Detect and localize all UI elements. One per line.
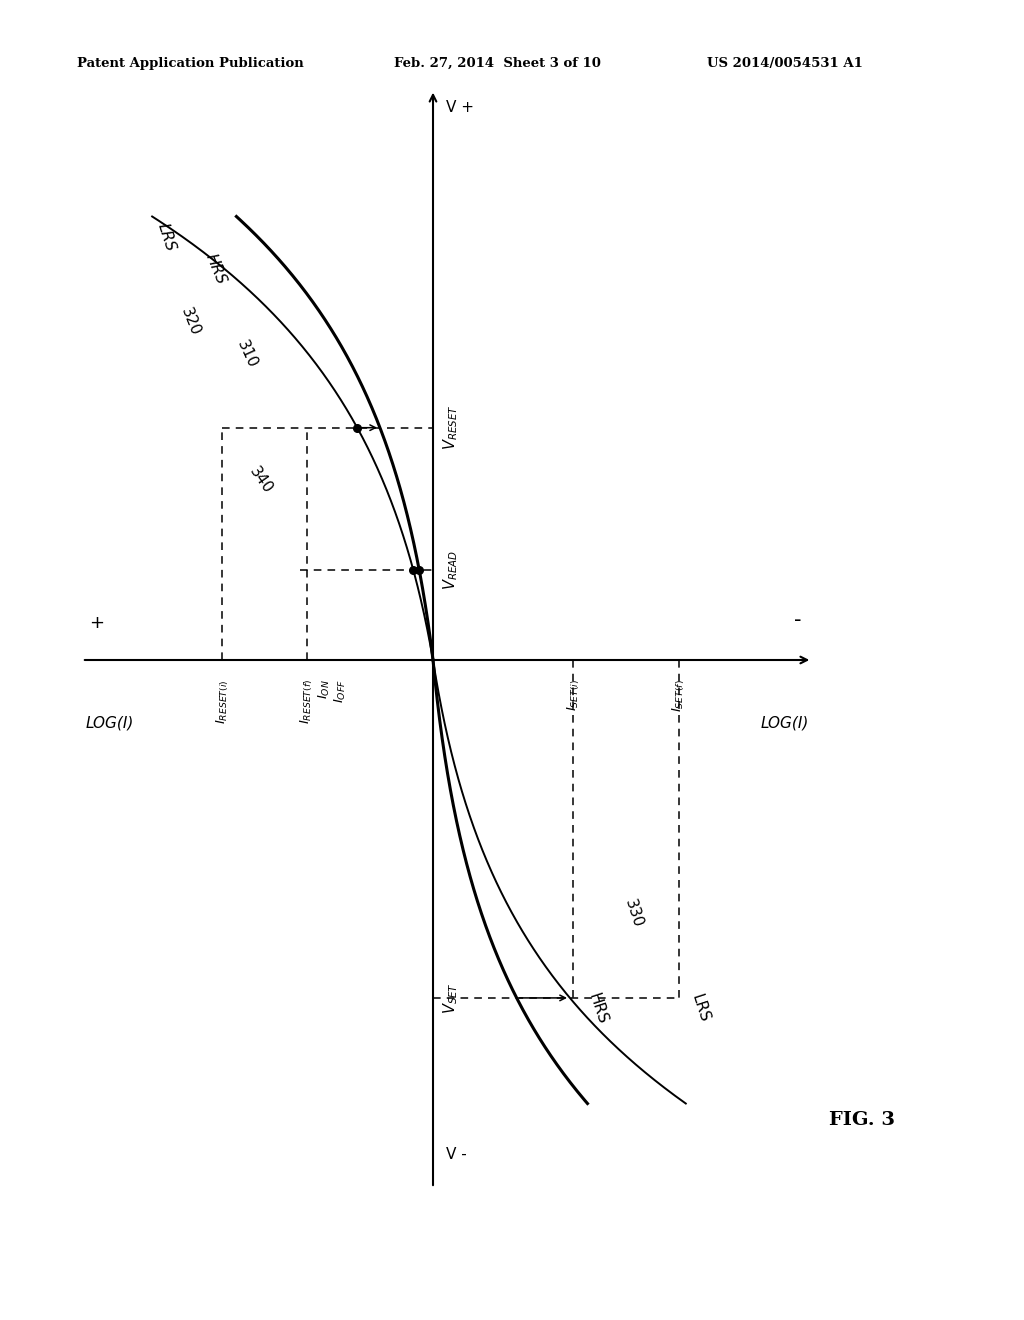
Text: V +: V + (445, 100, 474, 115)
Text: $I_{OFF}$: $I_{OFF}$ (333, 678, 348, 704)
Text: LRS: LRS (155, 222, 178, 253)
Text: $V_{RESET}$: $V_{RESET}$ (441, 405, 460, 450)
Text: $V_{SET}$: $V_{SET}$ (441, 982, 460, 1014)
Text: $I_{SET(f)}$: $I_{SET(f)}$ (671, 678, 687, 711)
Text: $I_{SET(i)}$: $I_{SET(i)}$ (565, 678, 582, 711)
Text: $I_{ON}$: $I_{ON}$ (316, 678, 332, 698)
Text: HRS: HRS (203, 252, 228, 286)
Text: +: + (89, 614, 104, 632)
Text: Patent Application Publication: Patent Application Publication (77, 57, 303, 70)
Text: -: - (795, 610, 802, 630)
Text: $I_{RESET(i)}$: $I_{RESET(i)}$ (214, 678, 230, 723)
Text: $I_{RESET(f)}$: $I_{RESET(f)}$ (298, 678, 314, 725)
Text: US 2014/0054531 A1: US 2014/0054531 A1 (707, 57, 862, 70)
Text: 320: 320 (178, 306, 203, 338)
Text: 340: 340 (247, 465, 275, 496)
Text: HRS: HRS (586, 991, 610, 1026)
Text: LOG(I): LOG(I) (760, 715, 809, 731)
Text: LOG(I): LOG(I) (85, 715, 134, 731)
Text: 330: 330 (622, 898, 645, 929)
Text: 310: 310 (234, 338, 260, 370)
Text: FIG. 3: FIG. 3 (829, 1110, 895, 1129)
Text: $V_{READ}$: $V_{READ}$ (441, 550, 460, 590)
Text: Feb. 27, 2014  Sheet 3 of 10: Feb. 27, 2014 Sheet 3 of 10 (394, 57, 601, 70)
Text: LRS: LRS (688, 993, 712, 1024)
Text: V -: V - (445, 1147, 466, 1162)
